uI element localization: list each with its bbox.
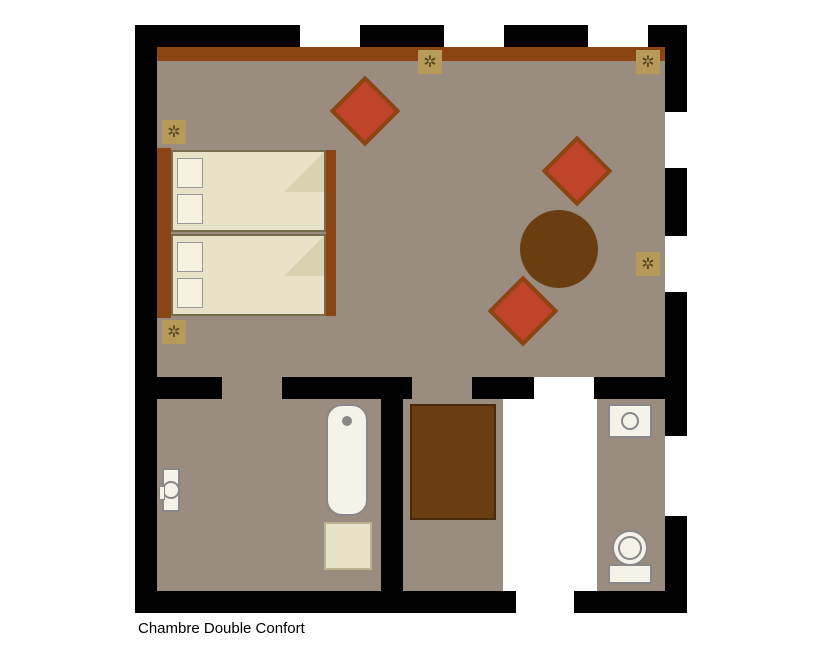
caption: Chambre Double Confort — [138, 620, 305, 637]
window-top-3 — [588, 25, 648, 47]
door-opening-3 — [534, 377, 594, 399]
round-table — [520, 210, 598, 288]
dresser — [410, 404, 496, 520]
wall-light-icon — [418, 50, 442, 74]
bathtub — [326, 404, 368, 516]
top-trim — [157, 47, 665, 61]
toilet — [608, 530, 652, 586]
floor-plan — [0, 0, 820, 656]
wall-light-icon — [636, 50, 660, 74]
window-right-2 — [665, 236, 687, 292]
bed-headboard — [157, 148, 171, 318]
door-handle-icon — [159, 486, 165, 500]
wall-light-icon — [162, 120, 186, 144]
corridor-gap — [503, 399, 597, 613]
wc-sink — [608, 404, 652, 438]
bed-1 — [171, 150, 326, 232]
window-right-3 — [665, 436, 687, 516]
wall-light-icon — [162, 320, 186, 344]
window-right-1 — [665, 112, 687, 168]
bed-foot-trim — [326, 150, 336, 316]
window-top-1 — [300, 25, 360, 47]
door-bottom-opening — [516, 591, 574, 613]
door-opening-2 — [412, 377, 472, 399]
door-opening-1 — [222, 377, 282, 399]
bed-2 — [171, 234, 326, 316]
wall-light-icon — [636, 252, 660, 276]
bath-mat — [324, 522, 372, 570]
window-top-2 — [444, 25, 504, 47]
